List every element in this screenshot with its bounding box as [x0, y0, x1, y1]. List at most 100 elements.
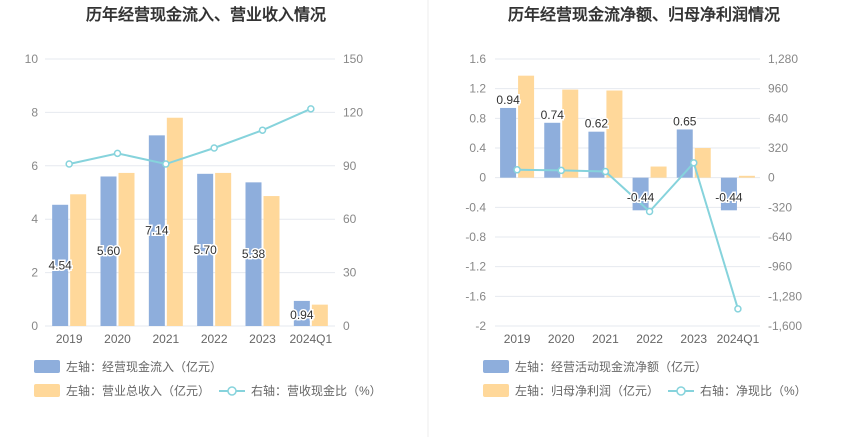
x-tick-label: 2023 — [249, 332, 276, 346]
y-left-tick-label: -1.6 — [465, 289, 486, 303]
y-right-tick-label: 640 — [768, 111, 788, 125]
y-left-tick-label: 4 — [31, 212, 38, 226]
bar — [632, 177, 649, 211]
y-left-tick-label: 8 — [31, 105, 38, 119]
y-left-tick-label: 0 — [479, 171, 486, 185]
bar-data-label: 4.54 — [48, 258, 72, 272]
x-tick-label: 2021 — [152, 332, 179, 346]
line-point — [513, 166, 521, 174]
bar — [694, 148, 711, 178]
bar — [500, 107, 517, 178]
chart-right-grid: -2 -1.6 -1.2 -0.8 -0.4 0 0.4 0.8 1.2 1.6 -1,600 -1,… — [465, 52, 802, 346]
bar-data-label: 0.74 — [541, 108, 565, 122]
x-tick-label: 2021 — [592, 332, 619, 346]
y-right-tick-label: 150 — [343, 52, 363, 66]
bar-data-label: -0.44 — [627, 190, 655, 204]
bar — [562, 89, 579, 178]
x-tick-label: 2024Q1 — [289, 332, 332, 346]
legend-marker — [227, 386, 237, 396]
y-left-tick-label: 1.6 — [469, 52, 486, 66]
y-left-tick-label: -0.8 — [465, 230, 486, 244]
bar — [215, 172, 232, 326]
bar-data-label: 0.65 — [673, 114, 697, 128]
bar — [650, 166, 667, 178]
y-left-tick-label: 0.8 — [469, 111, 486, 125]
y-right-tick-label: -960 — [768, 260, 792, 274]
chart-left-title: 历年经营现金流入、营业收入情况 — [86, 5, 326, 24]
legend-swatch — [34, 360, 60, 373]
bar — [70, 194, 87, 326]
chart-left-series-2-line — [65, 105, 315, 168]
bar-data-label: 0.94 — [290, 308, 314, 322]
x-tick-label: 2022 — [636, 332, 663, 346]
bar-data-label: 7.14 — [145, 224, 169, 238]
bar — [293, 300, 310, 326]
y-right-tick-label: 0 — [768, 171, 775, 185]
y-left-tick-label: -0.4 — [465, 200, 486, 214]
bar — [720, 177, 737, 211]
legend-swatch — [34, 384, 60, 397]
x-tick-label: 2019 — [504, 332, 531, 346]
series-line — [68, 107, 312, 166]
y-left-tick-label: 0.4 — [469, 141, 486, 155]
y-left-tick-label: 6 — [31, 159, 38, 173]
bar-data-label: -0.44 — [715, 190, 743, 204]
x-tick-label: 2022 — [201, 332, 228, 346]
legend-label: 左轴：归母净利润（亿元） — [515, 383, 659, 398]
bar-data-label: 5.70 — [193, 243, 217, 257]
bar — [52, 204, 69, 326]
x-tick-label: 2024Q1 — [717, 332, 760, 346]
y-right-tick-label: -320 — [768, 200, 792, 214]
y-left-tick-label: 0 — [31, 319, 38, 333]
line-point — [65, 160, 73, 168]
bar — [148, 135, 165, 326]
y-left-tick-label: 10 — [25, 52, 39, 66]
legend-label: 右轴：净现比（%） — [700, 383, 807, 398]
y-left-tick-label: 2 — [31, 266, 38, 280]
chart-right-title: 历年经营现金流净额、归母净利润情况 — [508, 5, 780, 24]
legend-label: 左轴：经营现金流入（亿元） — [66, 359, 222, 374]
bar — [544, 122, 561, 178]
chart-right-series-0-bars — [500, 107, 737, 211]
y-right-tick-label: -1,280 — [768, 289, 802, 303]
y-right-tick-label: 60 — [343, 212, 357, 226]
legend-swatch — [483, 360, 509, 373]
chart-right-labels: 0.94 0.74 0.62 -0.44 0.65 -0.44 — [495, 91, 745, 205]
line-point — [557, 166, 565, 175]
bar-data-label: 5.38 — [242, 247, 266, 261]
bar — [606, 90, 623, 178]
bar — [588, 131, 605, 178]
bar — [738, 175, 755, 178]
line-point — [601, 167, 610, 176]
chart-right-legend[interactable]: 左轴：经营活动现金流净额（亿元） 左轴：归母净利润（亿元） 右轴：净现比（%） — [483, 359, 807, 398]
chart-left-legend[interactable]: 左轴：经营现金流入（亿元） 左轴：营业总收入（亿元） 右轴：营收现金比（%） — [34, 359, 382, 398]
line-point — [258, 126, 267, 134]
y-right-tick-label: 30 — [343, 266, 357, 280]
legend-label: 右轴：营收现金比（%） — [251, 383, 382, 398]
bar — [197, 173, 214, 326]
chart-right: 历年经营现金流净额、归母净利润情况 -2 -1.6 -1.2 -0.8 -0.4 0 0.4… — [465, 5, 806, 398]
y-right-tick-label: -640 — [768, 230, 792, 244]
chart-right-series-1-bars — [518, 75, 755, 178]
bar — [245, 182, 262, 326]
chart-left-labels: 4.54 5.60 7.14 5.70 5.38 0.94 — [47, 222, 315, 323]
chart-left: 历年经营现金流入、营业收入情况 0 2 4 6 8 10 0 30 60 90 120 150 2019… — [25, 5, 382, 398]
y-right-tick-label: 960 — [768, 82, 788, 96]
bar-data-label: 5.60 — [97, 244, 121, 258]
line-point — [734, 305, 742, 313]
x-tick-label: 2020 — [104, 332, 131, 346]
chart-left-series-0-bars — [52, 135, 310, 326]
y-right-tick-label: 90 — [343, 159, 357, 173]
bar — [311, 304, 328, 326]
line-point — [113, 149, 122, 158]
y-right-tick-label: 1,280 — [768, 52, 798, 66]
chart-left-grid: 0 2 4 6 8 10 0 30 60 90 120 150 2019 2020 2021 2022 2023… — [25, 52, 364, 346]
line-point — [690, 159, 698, 167]
bar — [166, 117, 183, 327]
bar — [518, 75, 535, 178]
bar-data-label: 0.94 — [496, 93, 520, 107]
y-right-tick-label: 120 — [343, 105, 363, 119]
y-right-tick-label: 0 — [343, 319, 350, 333]
y-left-tick-label: -2 — [475, 319, 486, 333]
